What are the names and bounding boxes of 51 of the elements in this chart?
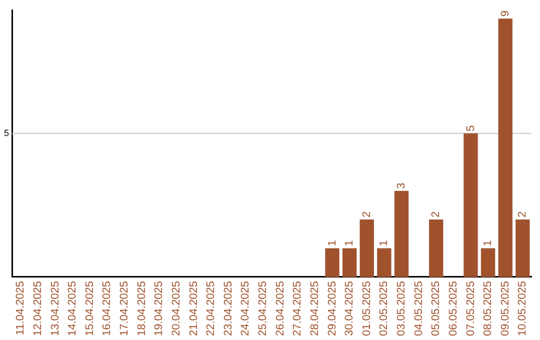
x-tick-label: 13.04.2025 bbox=[49, 280, 62, 336]
x-tick-label: 11.04.2025 bbox=[14, 280, 27, 336]
x-tick-label: 24.04.2025 bbox=[240, 280, 252, 336]
data-label: 1 bbox=[378, 240, 390, 246]
bar bbox=[377, 248, 392, 277]
x-tick-label: 15.04.2025 bbox=[84, 280, 96, 336]
x-tick-label: 28.04.2025 bbox=[308, 280, 321, 336]
data-label: 9 bbox=[499, 10, 512, 17]
data-label: 1 bbox=[344, 240, 356, 246]
bar bbox=[394, 190, 409, 277]
x-tick-label: 10.05.2025 bbox=[516, 280, 529, 336]
x-tick-label: 20.04.2025 bbox=[170, 280, 182, 336]
bar bbox=[325, 248, 340, 277]
x-tick-label: 04.05.2025 bbox=[412, 280, 425, 336]
x-tick-label: 02.05.2025 bbox=[378, 280, 390, 336]
x-tick-label: 05.05.2025 bbox=[430, 280, 442, 336]
data-label: 2 bbox=[360, 211, 373, 218]
x-tick-label: 26.04.2025 bbox=[274, 280, 286, 336]
bar bbox=[498, 18, 512, 277]
x-tick-label: 16.04.2025 bbox=[101, 280, 114, 336]
x-tick-label: 09.05.2025 bbox=[499, 280, 512, 336]
bar bbox=[516, 220, 530, 277]
x-tick-label: 22.04.2025 bbox=[205, 280, 218, 336]
x-tick-label: 25.04.2025 bbox=[257, 280, 270, 336]
x-tick-label: 18.04.2025 bbox=[136, 280, 148, 336]
bar bbox=[429, 220, 444, 277]
bar bbox=[464, 133, 478, 277]
data-label: 2 bbox=[430, 211, 442, 218]
x-tick-label: 14.04.2025 bbox=[66, 280, 79, 336]
x-tick-label: 27.04.2025 bbox=[292, 280, 304, 336]
bar bbox=[342, 248, 357, 277]
x-tick-label: 01.05.2025 bbox=[360, 280, 373, 336]
x-tick-label: 06.05.2025 bbox=[447, 280, 460, 336]
bar bbox=[360, 220, 374, 277]
data-label: 1 bbox=[326, 240, 338, 246]
x-tick-label: 23.04.2025 bbox=[222, 280, 234, 336]
ref-line-label: 5 bbox=[4, 128, 9, 138]
data-label: 5 bbox=[464, 125, 477, 132]
x-tick-label: 12.04.2025 bbox=[32, 280, 44, 336]
data-label: 2 bbox=[516, 211, 529, 218]
data-label: 3 bbox=[396, 182, 408, 189]
x-tick-label: 03.05.2025 bbox=[396, 280, 408, 336]
x-tick-label: 30.04.2025 bbox=[344, 280, 356, 336]
bar bbox=[480, 248, 496, 277]
data-label: 1 bbox=[482, 240, 494, 246]
x-tick-label: 08.05.2025 bbox=[482, 280, 494, 336]
x-tick-label: 21.04.2025 bbox=[188, 280, 200, 336]
x-tick-label: 07.05.2025 bbox=[464, 280, 477, 336]
x-tick-label: 29.04.2025 bbox=[326, 280, 338, 336]
x-tick-label: 17.04.2025 bbox=[118, 280, 131, 336]
x-tick-label: 19.04.2025 bbox=[153, 280, 166, 336]
